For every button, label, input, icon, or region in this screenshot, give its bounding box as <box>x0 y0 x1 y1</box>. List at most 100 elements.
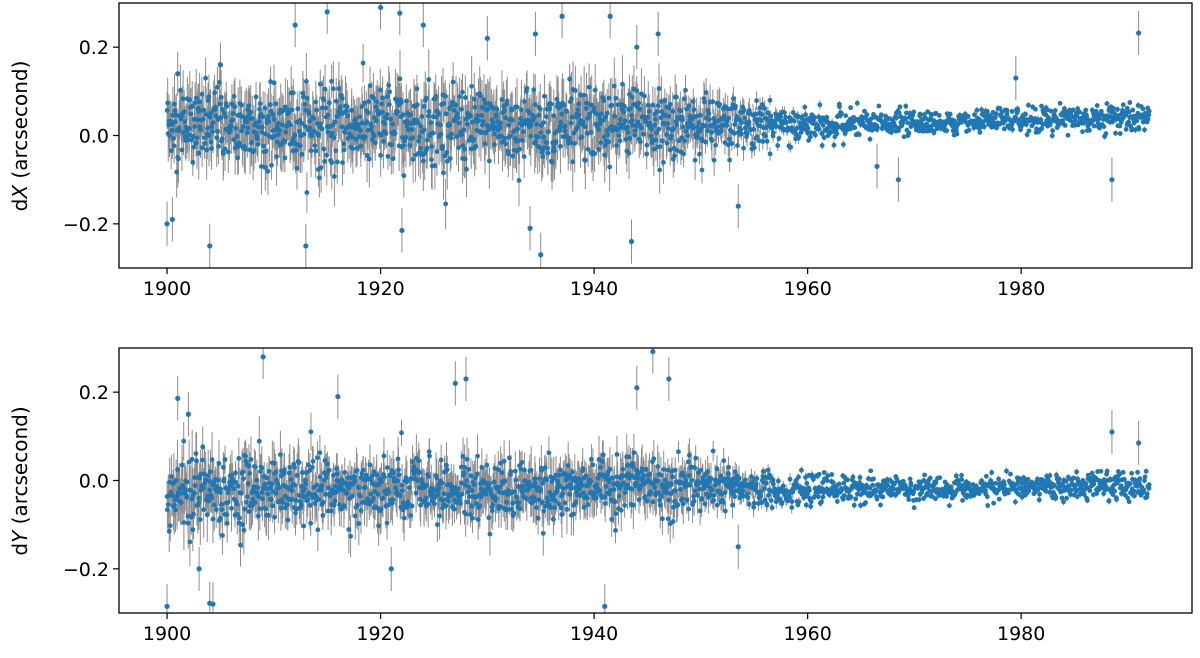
data-point <box>601 98 607 104</box>
data-point <box>714 124 720 130</box>
data-point <box>902 116 908 122</box>
data-point <box>386 102 392 107</box>
data-point <box>588 130 594 135</box>
data-point <box>992 115 998 120</box>
data-point <box>215 129 220 134</box>
data-point <box>1070 107 1076 113</box>
data-point <box>455 111 460 116</box>
data-point <box>1134 118 1140 124</box>
data-point <box>263 148 269 154</box>
data-point <box>242 146 248 152</box>
data-point <box>758 118 764 123</box>
data-point <box>1115 107 1120 112</box>
data-point <box>713 142 719 148</box>
data-point <box>271 116 277 122</box>
data-point <box>727 157 733 163</box>
data-point <box>408 112 413 118</box>
data-point <box>424 137 430 143</box>
data-point <box>894 115 899 121</box>
data-point <box>195 117 200 122</box>
data-point <box>444 158 450 164</box>
data-point <box>655 103 661 109</box>
data-point <box>386 82 392 88</box>
data-point <box>947 111 953 117</box>
data-point <box>544 140 549 146</box>
data-point <box>443 111 449 117</box>
data-point <box>176 156 181 162</box>
data-point <box>1001 126 1007 132</box>
data-point <box>1004 107 1010 113</box>
y-tick-label: −0.2 <box>63 214 109 236</box>
panel-dx: 1900 1920 1940 1960 1980 −0.2 0.0 0.2 dX (arcse… <box>8 2 1193 300</box>
data-point <box>332 174 337 179</box>
data-point <box>751 145 757 150</box>
data-point <box>279 122 285 128</box>
data-point <box>216 79 222 85</box>
data-point <box>807 134 813 140</box>
data-point <box>443 201 449 207</box>
data-point <box>276 127 282 133</box>
data-point <box>397 76 403 82</box>
data-point <box>754 98 759 104</box>
data-point <box>179 147 185 153</box>
data-point <box>917 111 923 117</box>
data-point <box>421 127 427 133</box>
data-point <box>203 75 209 81</box>
data-point <box>419 114 425 119</box>
data-point <box>625 129 631 135</box>
errorbars-dx <box>166 3 1150 268</box>
data-point <box>582 124 588 130</box>
data-point <box>676 138 682 144</box>
data-point <box>392 130 398 136</box>
data-point <box>626 91 632 97</box>
data-point <box>568 140 574 145</box>
data-point <box>759 111 765 117</box>
data-point <box>664 140 670 146</box>
data-point <box>653 137 659 143</box>
data-point <box>641 93 647 99</box>
data-point <box>656 126 662 132</box>
data-point <box>189 104 195 109</box>
data-point <box>1084 114 1090 120</box>
data-point <box>1033 106 1038 112</box>
data-point <box>423 95 429 101</box>
data-point <box>974 107 980 113</box>
data-point <box>583 106 589 111</box>
data-point <box>528 133 534 139</box>
data-point <box>575 107 581 113</box>
data-point <box>791 118 797 124</box>
data-point <box>385 154 391 159</box>
data-point <box>201 107 207 113</box>
data-point <box>623 136 629 142</box>
data-point <box>517 146 522 152</box>
data-point <box>233 125 239 131</box>
data-point <box>979 107 984 113</box>
data-point <box>654 130 660 136</box>
data-point <box>566 135 572 141</box>
data-point <box>889 126 895 132</box>
data-point <box>609 102 615 108</box>
data-point <box>168 148 174 153</box>
data-point <box>587 111 593 117</box>
data-point <box>324 152 330 158</box>
outlier-point <box>217 62 224 68</box>
data-point <box>1004 111 1010 117</box>
data-point <box>651 146 657 152</box>
data-point <box>478 130 484 135</box>
data-point <box>993 111 999 117</box>
data-point <box>231 137 237 143</box>
data-point <box>681 96 687 102</box>
data-point <box>625 124 630 130</box>
data-point <box>208 111 213 116</box>
data-point <box>904 110 909 116</box>
data-point <box>690 125 696 131</box>
x-tick-label: 1920 <box>356 278 404 300</box>
data-point <box>1010 127 1015 132</box>
data-point <box>284 123 289 129</box>
data-point <box>373 118 379 124</box>
data-point <box>690 98 696 104</box>
data-point <box>333 148 339 154</box>
data-point <box>306 109 312 114</box>
data-point <box>311 116 317 121</box>
data-point <box>357 114 363 120</box>
